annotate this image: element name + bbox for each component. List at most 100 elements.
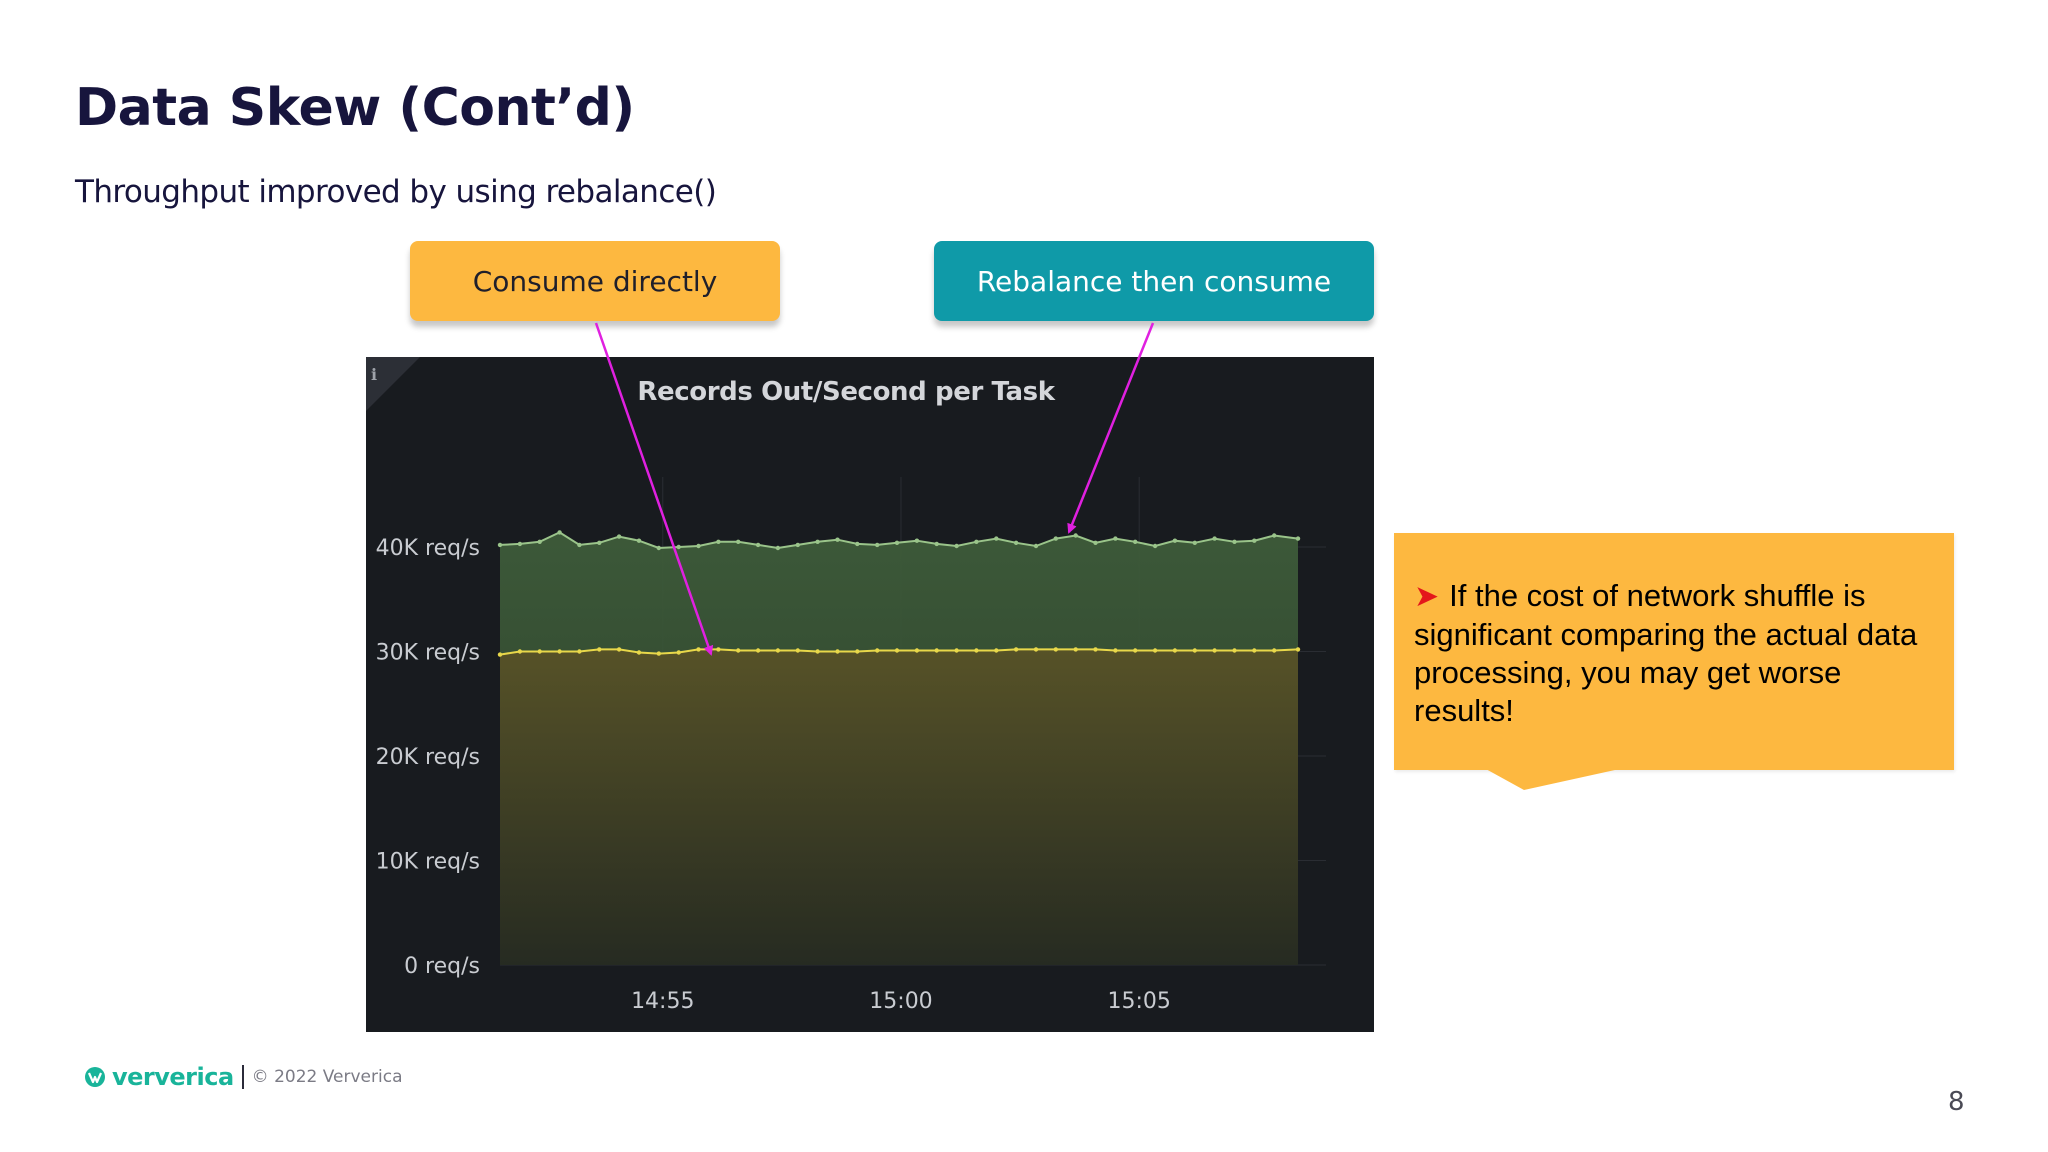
series-1-point: [1073, 647, 1078, 652]
info-icon[interactable]: i: [371, 365, 378, 384]
page-number: 8: [1948, 1087, 1965, 1117]
pointer-arrow-rebalance: [1067, 322, 1155, 534]
series-0-point: [1152, 543, 1158, 549]
series-0-point: [577, 542, 582, 548]
series-1-point: [775, 648, 781, 653]
series-1-point: [954, 648, 959, 653]
series-0-point: [1113, 536, 1118, 541]
series-1-point: [616, 647, 622, 652]
series-1-point: [914, 648, 920, 653]
note-text: ➤ If the cost of network shuffle is signi…: [1414, 577, 1942, 730]
series-1-point: [736, 648, 741, 653]
series-0-point: [795, 542, 800, 548]
series-1-point: [636, 650, 642, 655]
chart-plot: 0 req/s 10K req/s 20K req/s 30K req/s 40K re…: [376, 477, 1326, 1014]
x-tick-label: 14:55: [631, 989, 694, 1014]
series-0-point: [914, 538, 920, 543]
series-1-point: [1133, 648, 1138, 653]
series-0-point: [1073, 533, 1078, 538]
series-1-point: [557, 649, 562, 654]
series-1-point: [1053, 647, 1058, 652]
series-1-point: [855, 649, 860, 654]
callout-rebalance-then-consume: Rebalance then consume: [934, 241, 1374, 321]
series-1-point: [1093, 647, 1098, 652]
footer-divider: [241, 1065, 244, 1089]
series-1-point: [755, 648, 761, 653]
series-0-point: [934, 541, 939, 547]
series-0-point: [736, 539, 741, 544]
y-tick-label: 20K req/s: [376, 745, 480, 770]
y-tick-label: 30K req/s: [376, 641, 480, 666]
series-1-point: [994, 648, 999, 653]
series-0-point: [1172, 538, 1178, 543]
series-0-point: [1013, 540, 1019, 545]
series-1-point: [696, 647, 701, 652]
series-1-point: [577, 649, 582, 654]
series-0-point: [894, 540, 900, 545]
slide-title: Data Skew (Cont’d): [75, 78, 635, 138]
series-1-point: [1192, 648, 1197, 653]
series-0-point: [954, 543, 959, 549]
pointer-arrow-direct: [594, 322, 714, 656]
series-0-point: [755, 542, 761, 548]
series-1-point: [1295, 647, 1301, 652]
series-0-point: [497, 542, 503, 548]
note-body: If the cost of network shuffle is signif…: [1414, 578, 1918, 728]
series-1-area: [500, 649, 1298, 965]
series-0-point: [815, 539, 820, 544]
series-0-point: [1232, 539, 1237, 544]
series-1-point: [1113, 648, 1118, 653]
slide-subtitle: Throughput improved by using rebalance(): [75, 174, 717, 210]
series-1-point: [1033, 647, 1039, 652]
callout-consume-directly: Consume directly: [410, 241, 780, 321]
y-tick-label: 10K req/s: [376, 850, 480, 875]
series-1-point: [656, 651, 661, 656]
series-0-point: [517, 541, 523, 547]
series-0-point: [1272, 533, 1277, 538]
series-1-point: [676, 650, 681, 655]
series-1-point: [1212, 648, 1217, 653]
series-1-point: [815, 649, 820, 654]
series-1-point: [597, 647, 602, 652]
series-1-point: [716, 647, 721, 652]
brand-name: ververica: [112, 1063, 234, 1091]
y-tick-label: 0 req/s: [404, 954, 480, 979]
copyright: © 2022 Ververica: [251, 1067, 403, 1087]
series-1-point: [974, 648, 979, 653]
series-0-point: [676, 544, 681, 550]
series-0-point: [557, 530, 562, 535]
note-box: ➤ If the cost of network shuffle is signi…: [1394, 533, 1954, 770]
series-1-point: [537, 649, 542, 654]
series-1-point: [934, 648, 939, 653]
footer-logo: ververica © 2022 Ververica: [84, 1063, 403, 1091]
chart-title: Records Out/Second per Task: [637, 377, 1055, 407]
series-0-point: [1252, 538, 1257, 543]
red-arrow-icon: ➤: [1414, 580, 1440, 613]
series-1-point: [1252, 648, 1257, 653]
series-1-point: [1272, 648, 1277, 653]
series-0-point: [835, 537, 840, 542]
series-1-point: [1013, 647, 1019, 652]
panel-info-corner[interactable]: [366, 357, 420, 411]
y-tick-label: 40K req/s: [376, 536, 480, 561]
series-0-point: [696, 543, 701, 549]
series-0-point: [597, 540, 602, 545]
series-0-point: [1053, 536, 1058, 541]
series-0-point: [1093, 540, 1098, 545]
series-0-point: [1033, 543, 1039, 549]
series-1-point: [497, 652, 503, 657]
series-0-point: [855, 541, 860, 547]
throughput-chart: i Records Out/Second per Task 0 req/s 10K…: [366, 357, 1374, 1032]
x-tick-label: 15:05: [1107, 989, 1170, 1014]
series-0-point: [1212, 536, 1217, 541]
series-0-point: [994, 536, 999, 541]
series-0-point: [537, 539, 542, 544]
series-0-point: [974, 539, 979, 544]
series-0-point: [1192, 540, 1197, 545]
series-1-point: [1232, 648, 1237, 653]
series-1-point: [894, 648, 900, 653]
series-1-point: [875, 648, 880, 653]
series-0-point: [1295, 536, 1301, 541]
x-tick-label: 15:00: [869, 989, 932, 1014]
